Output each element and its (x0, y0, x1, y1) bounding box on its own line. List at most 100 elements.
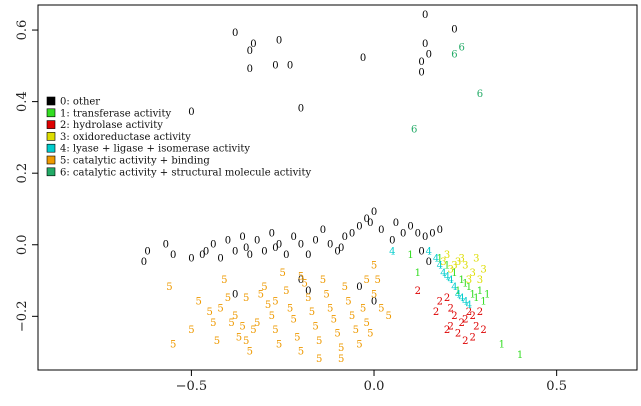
data-point-series-5: 5 (214, 336, 220, 347)
data-point-series-1: 1 (469, 289, 475, 300)
data-point-series-0: 0 (407, 221, 413, 232)
data-point-series-5: 5 (360, 304, 366, 315)
data-point-series-5: 5 (309, 307, 315, 318)
data-point-series-5: 5 (298, 271, 304, 282)
data-point-series-2: 2 (469, 332, 475, 343)
data-point-series-1: 1 (444, 261, 450, 272)
data-point-series-1: 1 (466, 282, 472, 293)
plot-frame (37, 4, 638, 371)
data-point-series-0: 0 (298, 239, 304, 250)
x-tick-label: −0.5 (176, 379, 208, 394)
y-axis: −0.2 0.0 0.2 0.4 0.6 (15, 20, 38, 332)
data-point-series-0: 0 (334, 246, 340, 257)
data-point-series-0: 0 (283, 250, 289, 261)
data-point-series-1: 1 (499, 339, 505, 350)
data-point-series-2: 2 (477, 307, 483, 318)
data-point-series-5: 5 (349, 311, 355, 322)
data-point-series-0: 0 (364, 214, 370, 225)
data-point-series-5: 5 (298, 347, 304, 358)
data-point-series-0: 0 (272, 60, 278, 71)
data-point-series-2: 2 (448, 304, 454, 315)
data-point-series-1: 1 (415, 268, 421, 279)
data-point-series-0: 0 (225, 236, 231, 247)
data-point-series-5: 5 (243, 293, 249, 304)
data-point-series-5: 5 (232, 311, 238, 322)
data-point-series-0: 0 (247, 250, 253, 261)
data-point-series-2: 2 (458, 318, 464, 329)
data-point-series-1: 1 (480, 297, 486, 308)
data-point-series-4: 4 (448, 275, 454, 286)
data-point-series-5: 5 (166, 282, 172, 293)
data-point-series-0: 0 (371, 207, 377, 218)
data-point-series-3: 3 (480, 264, 486, 275)
legend-swatch (46, 155, 56, 165)
y-tick-label: −0.2 (15, 301, 30, 333)
data-point-series-4: 4 (426, 246, 432, 257)
data-point-series-0: 0 (327, 239, 333, 250)
data-point-series-6: 6 (477, 89, 483, 100)
data-point-series-0: 0 (342, 232, 348, 243)
data-point-series-1: 1 (517, 350, 523, 361)
data-point-series-4: 4 (458, 293, 464, 304)
data-point-series-0: 0 (367, 218, 373, 229)
data-point-series-2: 2 (437, 297, 443, 308)
data-point-series-0: 0 (356, 282, 362, 293)
data-point-series-4: 4 (455, 289, 461, 300)
data-point-series-0: 0 (418, 246, 424, 257)
data-point-series-3: 3 (455, 257, 461, 268)
legend-swatch (46, 120, 56, 129)
data-point-series-5: 5 (188, 325, 194, 336)
legend-swatch (46, 96, 56, 106)
legend-label: 1: transferase activity (60, 108, 171, 119)
data-point-series-5: 5 (272, 325, 278, 336)
data-point-series-2: 2 (480, 325, 486, 336)
data-point-series-2: 2 (462, 314, 468, 325)
data-point-series-0: 0 (426, 257, 432, 268)
data-point-series-2: 2 (466, 307, 472, 318)
data-point-series-5: 5 (371, 289, 377, 300)
data-point-series-4: 4 (389, 246, 395, 257)
data-point-series-0: 0 (371, 297, 377, 308)
data-point-series-5: 5 (287, 304, 293, 315)
data-point-series-0: 0 (250, 39, 256, 50)
data-point-series-5: 5 (331, 314, 337, 325)
data-point-series-1: 1 (462, 279, 468, 290)
data-point-series-4: 4 (444, 271, 450, 282)
data-point-series-0: 0 (312, 236, 318, 247)
data-point-series-5: 5 (334, 329, 340, 340)
data-point-series-3: 3 (448, 264, 454, 275)
data-point-series-0: 0 (451, 25, 457, 36)
y-tick-label: 0.6 (15, 20, 30, 41)
data-point-series-0: 0 (320, 225, 326, 236)
data-point-series-0: 0 (298, 275, 304, 286)
data-point-series-0: 0 (254, 236, 260, 247)
data-point-series-5: 5 (280, 268, 286, 279)
data-point-series-5: 5 (236, 332, 242, 343)
data-point-series-5: 5 (323, 289, 329, 300)
data-point-series-5: 5 (265, 300, 271, 311)
data-point-series-3: 3 (462, 261, 468, 272)
data-point-series-0: 0 (243, 243, 249, 254)
data-point-series-5: 5 (225, 293, 231, 304)
data-point-series-2: 2 (415, 286, 421, 297)
data-point-series-5: 5 (364, 318, 370, 329)
data-point-series-0: 0 (305, 250, 311, 261)
data-point-series-0: 0 (298, 103, 304, 114)
data-point-series-0: 0 (418, 57, 424, 68)
data-point-series-1: 1 (407, 250, 413, 261)
data-point-series-5: 5 (206, 307, 212, 318)
x-axis: −0.5 0.0 0.5 (176, 370, 567, 394)
data-point-series-5: 5 (342, 282, 348, 293)
data-point-series-5: 5 (371, 261, 377, 272)
data-point-series-5: 5 (367, 329, 373, 340)
data-point-series-5: 5 (290, 314, 296, 325)
data-point-series-3: 3 (440, 257, 446, 268)
data-point-series-0: 0 (276, 35, 282, 46)
data-point-series-5: 5 (294, 332, 300, 343)
data-point-series-0: 0 (356, 221, 362, 232)
x-tick-label: 0.0 (364, 379, 385, 394)
data-point-series-3: 3 (469, 268, 475, 279)
